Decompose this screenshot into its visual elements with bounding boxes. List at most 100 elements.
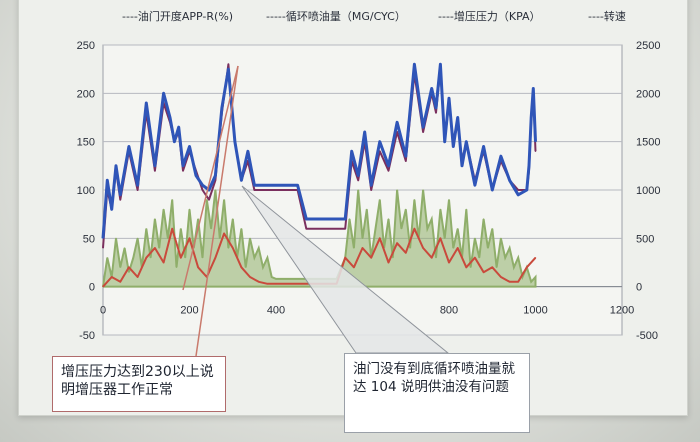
data-point: [305, 228, 307, 230]
data-point: [310, 218, 312, 220]
x-tick-label: 1000: [523, 305, 547, 317]
data-point: [439, 208, 441, 210]
data-point: [405, 160, 407, 162]
callout-fuel: 油门没有到底循环喷油量就达 104 说明供油没有问题: [344, 353, 530, 433]
data-point: [180, 257, 182, 259]
data-point: [102, 237, 104, 239]
y2-tick-label: 2000: [636, 88, 660, 100]
data-point: [465, 266, 467, 268]
data-point: [149, 257, 152, 259]
data-point: [409, 247, 411, 249]
data-point: [461, 165, 463, 167]
data-point: [128, 145, 130, 148]
data-point: [500, 237, 502, 239]
data-point: [219, 237, 221, 239]
data-point: [173, 141, 175, 143]
data-point: [167, 237, 169, 239]
data-point: [227, 63, 230, 65]
data-point: [201, 189, 204, 191]
data-point: [470, 266, 472, 268]
data-point: [370, 257, 372, 259]
y-tick-label: -50: [79, 330, 95, 342]
pointer-boost-b: [182, 65, 239, 291]
data-point: [452, 145, 454, 148]
data-point: [102, 286, 104, 288]
data-point: [188, 145, 191, 148]
data-point: [351, 150, 353, 152]
data-point: [405, 252, 407, 254]
data-point: [284, 283, 286, 285]
data-point: [301, 278, 303, 280]
data-point: [530, 116, 532, 119]
data-point: [154, 165, 156, 167]
data-point: [305, 218, 307, 220]
data-point: [387, 218, 390, 220]
data-point: [301, 283, 303, 285]
data-point: [292, 283, 294, 285]
data-point: [534, 150, 537, 152]
data-point: [413, 228, 415, 230]
data-point: [240, 179, 242, 181]
data-point: [234, 141, 236, 143]
data-point: [444, 141, 446, 143]
callout-boost: 增压压力达到230以上说明增压器工作正常: [52, 356, 226, 412]
x-tick-label: 200: [180, 305, 198, 317]
data-point: [474, 184, 476, 186]
data-point: [227, 68, 230, 70]
data-point: [487, 247, 489, 249]
data-point: [195, 174, 197, 177]
data-point: [262, 266, 264, 268]
data-point: [370, 189, 372, 191]
data-point: [258, 281, 260, 283]
data-point: [292, 278, 294, 280]
data-point: [435, 107, 437, 109]
data-point: [297, 184, 299, 186]
data-point: [400, 228, 403, 230]
data-point: [508, 179, 511, 181]
data-point: [227, 247, 230, 249]
data-point: [344, 257, 346, 259]
data-point: [439, 237, 441, 239]
legend-item-fuel: -----循环喷油量（MG/CYC）: [266, 10, 406, 23]
data-point: [214, 257, 217, 259]
data-point: [474, 237, 476, 239]
data-point: [491, 266, 493, 268]
data-point: [210, 228, 212, 230]
data-point: [223, 199, 225, 201]
data-point: [405, 208, 407, 210]
data-point: [208, 189, 210, 191]
data-point: [348, 218, 351, 220]
data-point: [247, 150, 249, 152]
data-point: [232, 247, 234, 249]
data-point: [530, 281, 532, 283]
data-point: [483, 145, 485, 148]
data-point: [284, 189, 286, 191]
data-point: [435, 257, 437, 259]
data-point: [431, 218, 433, 220]
data-point: [171, 228, 173, 230]
data-point: [387, 165, 390, 167]
data-point: [491, 228, 493, 230]
data-point: [387, 261, 390, 264]
data-point: [504, 257, 506, 259]
data-point: [284, 184, 286, 186]
data-point: [201, 184, 204, 186]
data-point: [422, 131, 424, 133]
data-point: [106, 257, 108, 259]
data-point: [178, 126, 180, 128]
y-tick-label: 100: [77, 185, 95, 197]
y-tick-label: 150: [77, 137, 95, 149]
data-point: [495, 266, 498, 268]
data-point: [483, 271, 485, 273]
data-point: [145, 228, 147, 230]
data-point: [465, 208, 467, 210]
data-point: [266, 257, 268, 259]
data-point: [249, 237, 251, 239]
data-point: [162, 261, 165, 264]
data-point: [201, 257, 204, 259]
data-point: [162, 208, 165, 210]
data-point: [528, 165, 530, 167]
y2-tick-label: 1000: [636, 185, 660, 197]
y2-tick-label: -500: [636, 330, 658, 342]
data-point: [180, 228, 182, 230]
